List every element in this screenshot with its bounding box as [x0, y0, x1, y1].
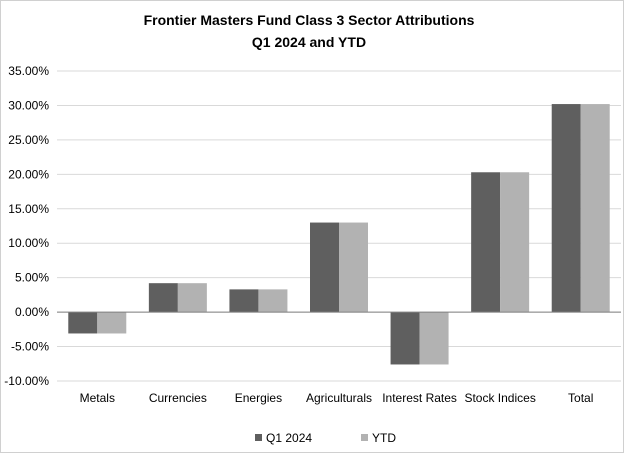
x-category-label: Metals — [80, 391, 115, 405]
bar-q1-2024-interest-rates — [390, 312, 420, 365]
bar-ytd-metals — [97, 312, 127, 334]
x-axis-labels: Metals Currencies Energies Agriculturals Int… — [80, 391, 594, 405]
bar-q1-2024-stock-indices — [471, 172, 501, 313]
y-tick-label: 35.00% — [8, 64, 49, 78]
x-category-label: Agriculturals — [306, 391, 372, 405]
y-tick-label: 15.00% — [8, 202, 49, 216]
y-tick-label: 30.00% — [8, 98, 49, 112]
bars — [68, 104, 610, 365]
x-category-label: Energies — [235, 391, 282, 405]
legend-swatch — [255, 434, 262, 441]
x-category-label: Currencies — [149, 391, 207, 405]
bar-q1-2024-agriculturals — [310, 222, 339, 313]
x-category-label: Stock Indices — [464, 391, 535, 405]
bar-ytd-total — [580, 104, 610, 313]
bar-ytd-energies — [258, 289, 288, 313]
chart-subtitle: Q1 2024 and YTD — [252, 34, 366, 50]
bar-ytd-currencies — [177, 283, 207, 313]
bar-q1-2024-metals — [68, 312, 98, 334]
x-category-label: Total — [568, 391, 593, 405]
bar-q1-2024-energies — [229, 289, 259, 313]
y-tick-label: 25.00% — [8, 133, 49, 147]
bar-q1-2024-total — [551, 104, 581, 313]
y-tick-label: 20.00% — [8, 167, 49, 181]
y-tick-label: -5.00% — [11, 340, 49, 354]
legend: Q1 2024 YTD — [255, 431, 396, 445]
legend-swatch — [361, 434, 368, 441]
legend-label: YTD — [372, 431, 396, 445]
bar-q1-2024-currencies — [148, 283, 178, 313]
legend-label: Q1 2024 — [266, 431, 312, 445]
y-tick-label: 0.00% — [15, 305, 49, 319]
chart-title: Frontier Masters Fund Class 3 Sector Att… — [144, 12, 475, 28]
bar-ytd-agriculturals — [339, 222, 368, 313]
bar-ytd-stock-indices — [500, 172, 530, 313]
y-tick-label: 10.00% — [8, 236, 49, 250]
y-tick-label: -10.00% — [4, 374, 49, 388]
y-axis-ticks: -10.00% -5.00% 0.00% 5.00% 10.00% 15.00% 20.00… — [4, 64, 49, 388]
bar-ytd-interest-rates — [419, 312, 449, 365]
y-tick-label: 5.00% — [15, 271, 49, 285]
x-category-label: Interest Rates — [382, 391, 457, 405]
